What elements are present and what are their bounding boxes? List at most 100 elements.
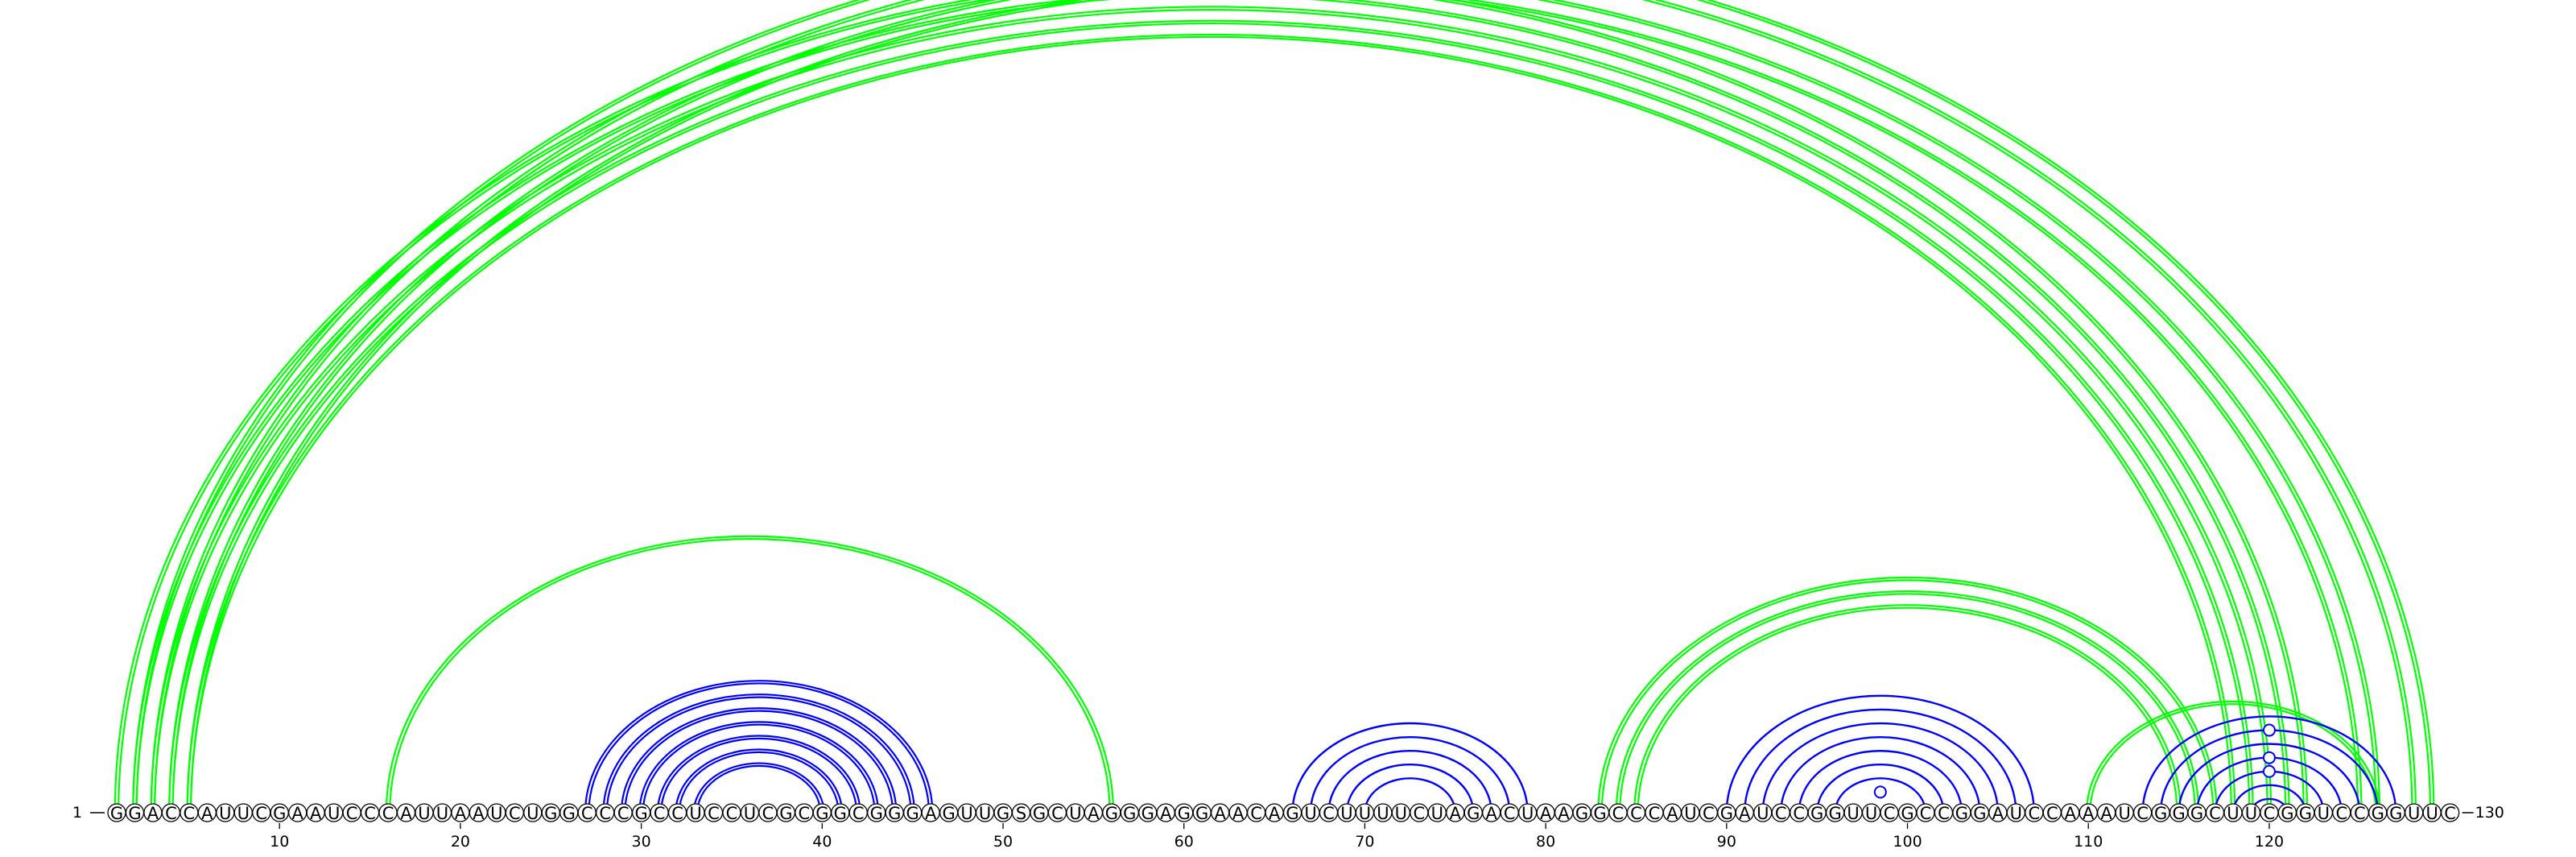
nested-pair-arc [696,764,822,814]
nucleotide-letter: A [455,804,467,823]
nucleotide-letter: G [2190,804,2203,823]
nucleotide-letter: A [1160,804,1172,823]
gu-pair-marker [2262,723,2276,737]
tick-label: 30 [632,833,651,851]
nucleotide-letter: G [2389,804,2402,823]
nucleotide-letter: G [128,804,141,823]
crossing-pair-arc [186,0,2363,814]
nucleotide-letter: A [201,804,213,823]
nucleotide-letter: A [2065,804,2077,823]
nucleotide-letter: C [2354,804,2366,823]
nucleotide-letter: A [1269,804,1281,823]
nucleotide-letter: C [2444,804,2456,823]
nested-pair-arc [1761,722,2000,814]
start-position-label: 1 [72,804,82,822]
nucleotide-letter: U [1521,804,1534,823]
nucleotide-letter: U [1684,804,1696,823]
crossing-pair-arc [150,6,2273,814]
nucleotide-letter: C [2136,804,2149,823]
nucleotide-letter: G [1955,804,1968,823]
nested-pair-arc [1364,777,1456,814]
nucleotide-letter: A [473,804,485,823]
crossing-pair-arc [137,0,2430,813]
nucleotide-letter: U [1069,804,1081,823]
nested-pair-arc [1327,749,1492,814]
nucleotide-letter: U [960,804,972,823]
crossing-pair-arc [2085,700,2381,814]
nested-pair-arc [678,751,840,814]
nested-pair-arc [1780,735,1981,814]
nucleotide-letter: G [1593,804,1606,823]
nested-pair-arc [1834,777,1927,814]
nucleotide-letter: C [1504,804,1516,823]
nucleotide-letter: G [2172,804,2185,823]
nucleotide-letter: A [1666,804,1678,823]
nested-pair-arc [584,679,934,814]
nucleotide-letter: G [273,804,286,823]
nucleotide-letter: U [1340,804,1352,823]
nucleotide-letter: G [779,804,792,823]
nucleotide-letter: U [1757,804,1769,823]
nucleotide-letter: G [1123,804,1136,823]
crossing-pair-arc [1637,607,2178,814]
nucleotide-letter: C [599,804,611,823]
nested-pair-arc [692,762,825,814]
crossing-pair-arc [155,0,2412,813]
nucleotide-letter: G [544,804,557,823]
tick-label: 100 [1893,833,1922,851]
crossing-pair-arc [1600,579,2215,814]
nucleotide-letter: C [2209,804,2221,823]
nested-pair-arc [2178,743,2361,814]
nucleotide-letter: S [1016,804,1026,823]
nucleotide-letter: C [2046,804,2058,823]
nucleotide-letter: U [1431,804,1443,823]
nucleotide-letter: U [744,804,756,823]
nucleotide-letter: C [762,804,774,823]
nested-pair-arc [1744,708,2017,814]
nucleotide-letter: U [689,804,701,823]
nucleotide-letter: A [1088,804,1100,823]
nucleotide-letter: C [1323,804,1335,823]
nucleotide-letter: G [2299,804,2312,823]
nucleotide-letter: A [1486,804,1498,823]
nucleotide-letter: C [2335,804,2347,823]
nucleotide-letter: U [237,804,250,823]
nucleotide-letter: U [2408,804,2420,823]
nucleotide-letter: U [1359,804,1371,823]
crossing-pair-arc [118,0,2305,814]
nucleotide-letter: C [581,804,593,823]
nucleotide-letter: A [1450,804,1462,823]
nucleotide-letter: G [870,804,883,823]
nucleotide-letter: U [418,804,430,823]
crossing-pair-arc [189,35,2232,814]
nucleotide-letter: C [654,804,666,823]
nested-pair-arc [605,696,912,814]
crossing-pair-arc [389,538,1111,814]
nucleotide-letter: C [1250,804,1262,823]
sequence-axis: 1 130 [72,804,2504,822]
nucleotide-letter: G [1575,804,1588,823]
nucleotide-letter: G [997,804,1009,823]
nested-pair-arc [624,710,894,814]
nucleotide-letter: U [1395,804,1407,823]
nucleotide-letter: C [617,804,630,823]
tick-label: 20 [451,833,470,851]
tick-label: 60 [1174,833,1194,851]
tick-label: 110 [2074,833,2103,851]
nucleotide-letter: C [184,804,196,823]
nucleotide-letter: U [2425,804,2438,823]
nucleotide-letter: C [799,804,811,823]
nucleotide-circle [2440,803,2460,822]
position-ticks: 10 20 30 40 50 60 70 80 90 100 110 120 [270,823,2284,851]
base-pair-arcs [115,0,2434,813]
nucleotide-letter: U [1865,804,1877,823]
nucleotide-letter: G [1286,804,1298,823]
nucleotide-letter: C [726,804,738,823]
crossing-pair-arc [115,0,2307,813]
nucleotide-letter: G [1141,804,1154,823]
nested-pair-arc [1291,722,1529,814]
nucleotide-letter: G [942,804,955,823]
nested-pair-arc [675,748,844,814]
nucleotide-letter: G [1195,804,1208,823]
nucleotide-letter: C [382,804,394,823]
